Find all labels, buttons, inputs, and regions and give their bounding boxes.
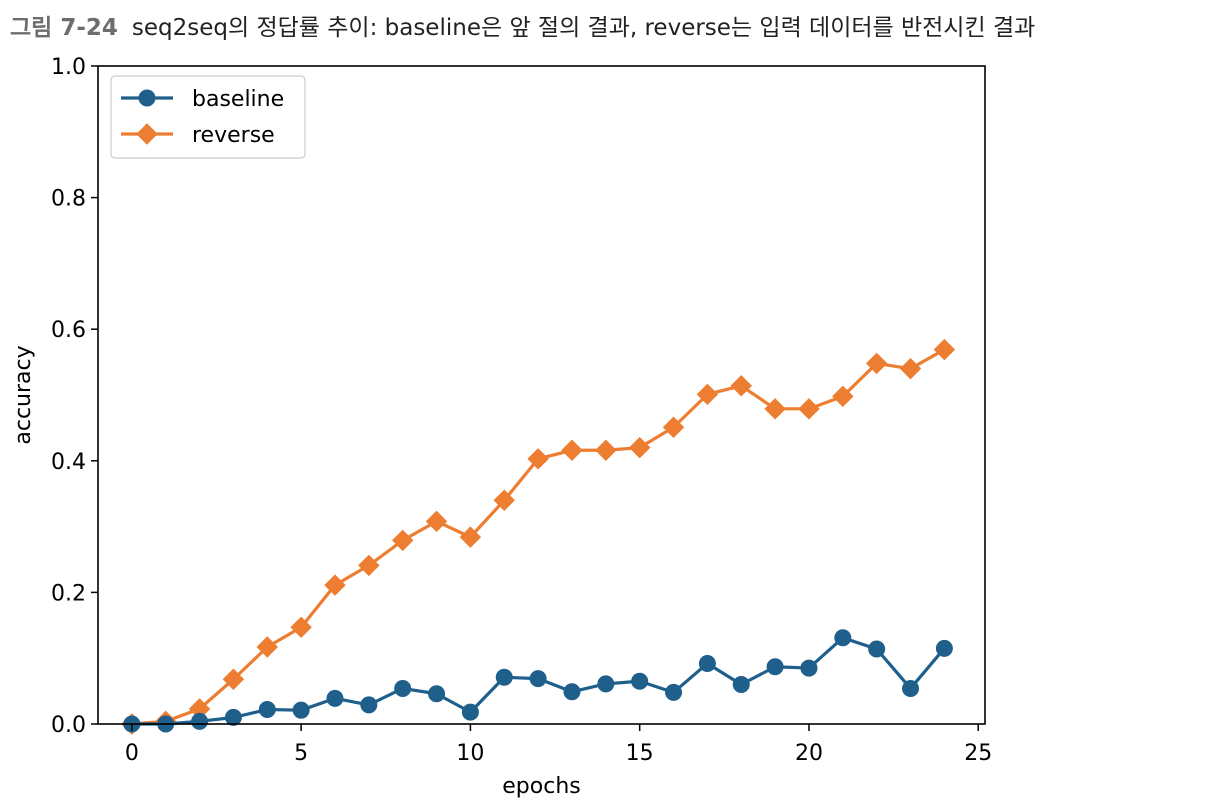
data-point-baseline — [597, 675, 615, 693]
data-point-reverse — [358, 554, 380, 577]
figure-label: 그림 7-24 — [10, 15, 118, 41]
figure-caption-text: seq2seq의 정답률 추이: baseline은 앞 절의 결과, reve… — [131, 15, 1036, 41]
data-point-baseline — [495, 668, 513, 686]
x-tick-label: 20 — [795, 741, 823, 766]
data-point-reverse — [662, 416, 685, 438]
data-point-reverse — [222, 668, 245, 690]
data-point-baseline — [834, 629, 852, 647]
data-point-baseline — [766, 658, 784, 676]
data-point-baseline — [529, 670, 547, 688]
x-tick-label: 25 — [964, 741, 992, 766]
data-point-baseline — [224, 708, 242, 726]
data-point-baseline — [665, 683, 683, 701]
data-point-reverse — [493, 489, 515, 511]
plot-frame — [97, 65, 986, 725]
data-point-reverse — [899, 357, 922, 380]
data-point-reverse — [933, 338, 956, 361]
x-axis-label: epochs — [502, 774, 580, 799]
data-point-reverse — [798, 398, 820, 420]
data-point-reverse — [730, 375, 752, 397]
data-point-reverse — [595, 439, 617, 461]
y-tick-label: 0.2 — [51, 581, 86, 606]
legend: baseline reverse — [110, 75, 306, 159]
data-point-reverse — [865, 352, 888, 375]
data-point-baseline — [698, 654, 716, 672]
data-point-baseline — [191, 712, 209, 730]
data-point-reverse — [256, 636, 278, 658]
data-point-baseline — [732, 676, 750, 694]
x-tick-label: 5 — [294, 741, 308, 766]
data-point-reverse — [324, 574, 346, 596]
x-tick-label: 0 — [125, 741, 139, 766]
data-point-baseline — [461, 703, 479, 721]
figure-caption: 그림 7-24 seq2seq의 정답률 추이: baseline은 앞 절의 결… — [10, 8, 1035, 42]
legend-entry-reverse: reverse — [121, 123, 275, 148]
legend-marker — [136, 123, 158, 145]
series-line-reverse — [131, 348, 946, 726]
y-axis-label: accuracy — [11, 345, 36, 444]
data-point-baseline — [563, 683, 581, 701]
data-point-baseline — [935, 639, 953, 657]
data-point-reverse — [696, 383, 719, 406]
data-point-baseline — [258, 701, 276, 719]
y-axis: 0.0 0.2 0.4 0.6 0.8 1.0 — [51, 55, 98, 738]
y-tick-label: 1.0 — [51, 55, 86, 80]
data-point-baseline — [326, 689, 344, 707]
data-point-reverse — [832, 385, 854, 408]
data-point-reverse — [425, 510, 448, 533]
data-point-reverse — [628, 436, 651, 459]
data-point-baseline — [631, 672, 649, 690]
x-tick-label: 10 — [456, 741, 484, 766]
legend-entry-baseline: baseline — [121, 87, 284, 112]
data-point-baseline — [800, 659, 818, 677]
y-tick-label: 0.6 — [51, 318, 86, 343]
data-point-reverse — [290, 616, 312, 638]
x-tick-label: 15 — [626, 741, 654, 766]
data-point-baseline — [428, 685, 446, 703]
data-point-reverse — [459, 526, 482, 548]
data-point-baseline — [868, 640, 886, 658]
y-tick-label: 0.4 — [51, 450, 86, 475]
legend-label: reverse — [192, 123, 275, 148]
legend-label: baseline — [192, 87, 284, 112]
data-point-reverse — [561, 439, 583, 461]
data-point-baseline — [360, 696, 378, 714]
data-point-baseline — [394, 679, 412, 697]
series-baseline — [123, 629, 953, 733]
legend-marker — [138, 89, 156, 107]
data-point-baseline — [902, 679, 920, 697]
data-point-baseline — [292, 701, 310, 719]
series-layer — [121, 338, 956, 735]
y-tick-label: 0.0 — [51, 713, 86, 738]
x-axis: 0 5 10 15 20 25 — [125, 724, 992, 766]
y-tick-label: 0.8 — [51, 187, 86, 212]
data-point-reverse — [391, 529, 414, 552]
data-point-reverse — [527, 448, 549, 470]
data-point-reverse — [764, 398, 786, 420]
